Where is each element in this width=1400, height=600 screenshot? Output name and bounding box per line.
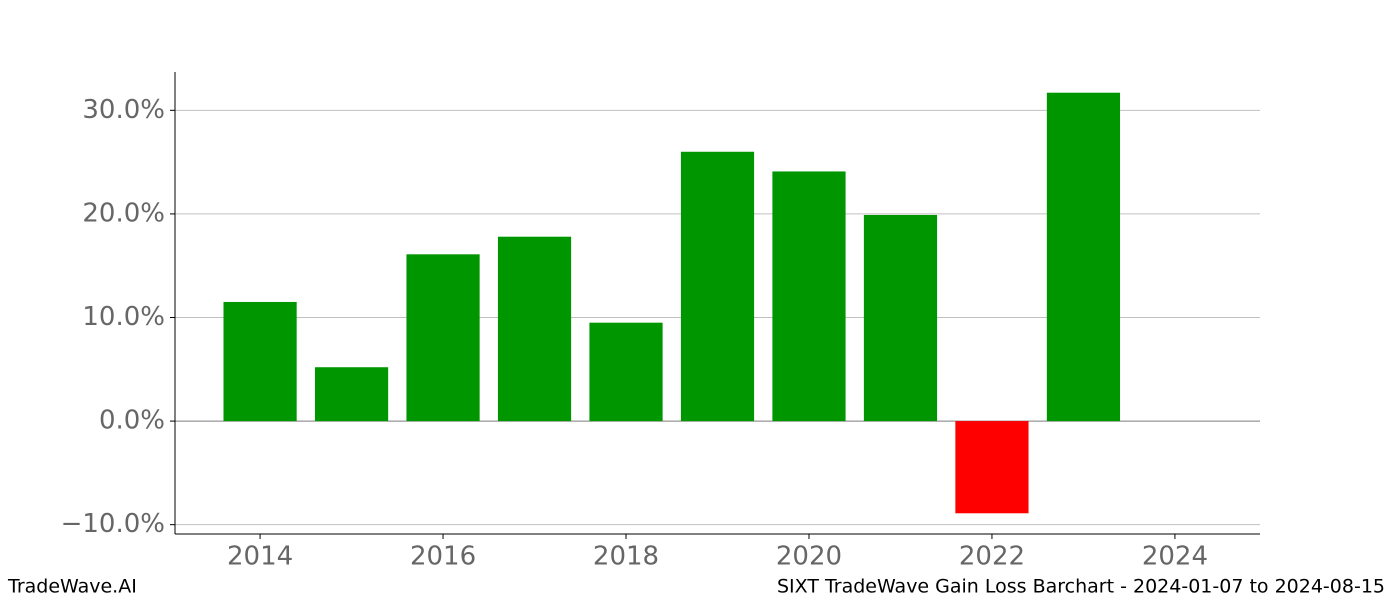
chart-title: SIXT TradeWave Gain Loss Barchart - 2024…	[777, 576, 1385, 598]
x-tick-label: 2020	[776, 542, 842, 572]
watermark: TradeWave.AI	[7, 576, 137, 598]
y-tick-label: 20.0%	[82, 198, 165, 228]
bar	[772, 171, 846, 422]
bar	[314, 367, 389, 422]
x-tick-label: 2024	[1142, 542, 1208, 572]
bar	[223, 301, 297, 422]
y-tick-label: 0.0%	[99, 406, 165, 436]
x-tick-label: 2016	[410, 542, 476, 572]
x-tick-label: 2018	[593, 542, 659, 572]
bar	[955, 421, 1029, 514]
bar	[589, 322, 663, 422]
bar	[406, 254, 480, 422]
bar	[680, 151, 755, 422]
bar	[1046, 92, 1121, 422]
x-tick-label: 2022	[959, 542, 1025, 572]
x-tick-label: 2014	[227, 542, 293, 572]
y-tick-label: 10.0%	[82, 302, 165, 332]
y-tick-label: 30.0%	[82, 95, 165, 125]
bar	[863, 214, 938, 422]
bar	[497, 236, 572, 422]
y-tick-label: −10.0%	[61, 509, 165, 539]
